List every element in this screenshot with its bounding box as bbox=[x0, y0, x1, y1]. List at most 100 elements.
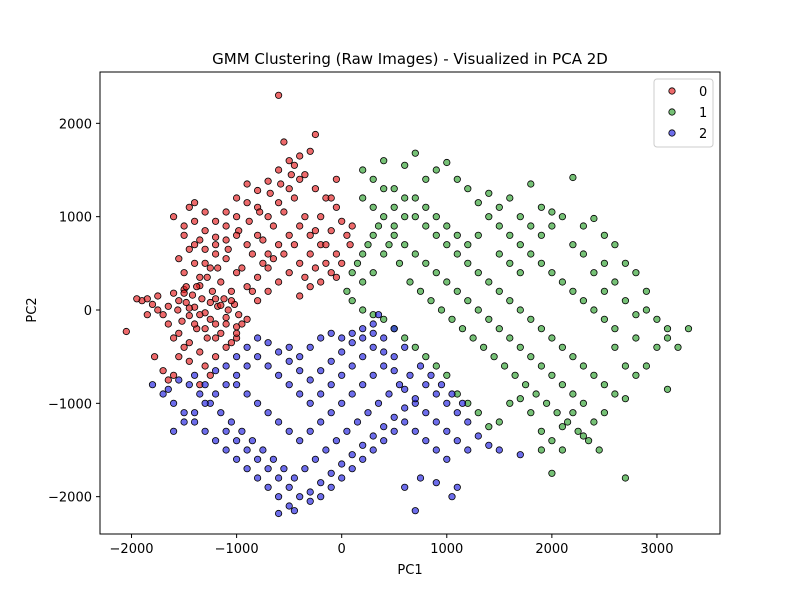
point-0-146 bbox=[266, 189, 274, 197]
point-2-151 bbox=[285, 357, 293, 365]
point-2-164 bbox=[422, 381, 430, 389]
point-0-40 bbox=[164, 376, 172, 384]
point-2-58 bbox=[332, 437, 340, 445]
point-1-118 bbox=[590, 306, 598, 314]
point-1-78 bbox=[579, 362, 588, 370]
point-0-31 bbox=[170, 334, 178, 342]
point-2-111 bbox=[296, 353, 304, 361]
point-0-48 bbox=[233, 213, 241, 221]
point-0-3 bbox=[154, 292, 162, 300]
point-0-164 bbox=[259, 259, 267, 267]
point-0-72 bbox=[254, 297, 262, 305]
point-2-135 bbox=[380, 437, 388, 445]
legend-label-1: 1 bbox=[699, 106, 707, 121]
point-2-160 bbox=[380, 348, 388, 356]
point-0-134 bbox=[164, 320, 172, 328]
point-2-165 bbox=[432, 390, 440, 398]
point-1-108 bbox=[569, 390, 577, 398]
point-0-85 bbox=[227, 287, 235, 295]
point-2-163 bbox=[411, 395, 419, 403]
point-2-115 bbox=[212, 390, 220, 398]
point-1-148 bbox=[427, 297, 435, 305]
point-1-122 bbox=[548, 269, 556, 277]
point-0-99 bbox=[306, 283, 314, 291]
point-2-72 bbox=[243, 390, 251, 398]
point-0-151 bbox=[206, 315, 214, 323]
point-0-16 bbox=[198, 295, 206, 303]
point-1-161 bbox=[563, 418, 572, 426]
point-2-161 bbox=[390, 367, 398, 375]
point-1-120 bbox=[569, 287, 577, 295]
point-2-144 bbox=[212, 367, 220, 375]
point-1-30 bbox=[674, 343, 682, 351]
point-2-152 bbox=[296, 367, 304, 375]
point-1-21 bbox=[579, 222, 588, 230]
point-1-24 bbox=[611, 241, 619, 249]
point-1-46 bbox=[432, 362, 440, 370]
x-tick-label-5: 3000 bbox=[640, 542, 673, 557]
point-0-152 bbox=[196, 311, 204, 319]
point-2-33 bbox=[495, 446, 503, 454]
point-2-28 bbox=[443, 427, 451, 435]
point-1-165 bbox=[548, 208, 556, 216]
point-2-24 bbox=[401, 404, 409, 412]
point-1-155 bbox=[500, 362, 509, 370]
point-0-136 bbox=[143, 311, 151, 319]
point-1-163 bbox=[584, 437, 593, 445]
point-0-38 bbox=[201, 362, 209, 370]
point-1-27 bbox=[642, 287, 651, 295]
point-0-77 bbox=[201, 227, 209, 235]
point-0-142 bbox=[224, 245, 232, 253]
point-2-84 bbox=[369, 371, 377, 379]
point-0-140 bbox=[203, 273, 211, 281]
point-1-67 bbox=[464, 259, 472, 267]
point-0-104 bbox=[264, 213, 272, 221]
point-2-76 bbox=[285, 427, 293, 435]
point-1-125 bbox=[516, 241, 524, 249]
point-2-134 bbox=[369, 446, 377, 454]
point-1-137 bbox=[390, 231, 398, 239]
point-1-13 bbox=[495, 203, 503, 211]
point-0-138 bbox=[182, 283, 190, 291]
y-tick-label-0: −2000 bbox=[48, 491, 92, 506]
point-1-153 bbox=[479, 343, 488, 351]
point-1-54 bbox=[348, 297, 356, 305]
point-0-163 bbox=[254, 273, 262, 281]
point-1-168 bbox=[516, 269, 524, 277]
point-2-65 bbox=[406, 371, 414, 379]
point-2-127 bbox=[296, 493, 304, 501]
point-1-15 bbox=[516, 213, 524, 221]
point-2-35 bbox=[411, 507, 419, 515]
point-2-89 bbox=[264, 362, 272, 370]
point-1-112 bbox=[642, 362, 651, 370]
point-1-68 bbox=[474, 269, 482, 277]
point-0-145 bbox=[256, 208, 264, 216]
point-2-113 bbox=[233, 371, 241, 379]
point-1-28 bbox=[653, 315, 661, 323]
point-2-126 bbox=[285, 483, 293, 491]
point-0-80 bbox=[185, 245, 193, 253]
point-0-63 bbox=[332, 203, 340, 211]
point-2-91 bbox=[285, 381, 293, 389]
point-2-146 bbox=[233, 353, 241, 361]
point-1-100 bbox=[485, 315, 493, 323]
point-1-77 bbox=[569, 353, 577, 361]
x-axis-label: PC1 bbox=[397, 563, 422, 578]
point-2-120 bbox=[222, 427, 230, 435]
point-2-62 bbox=[374, 399, 383, 407]
point-0-123 bbox=[346, 241, 354, 249]
point-2-154 bbox=[317, 367, 325, 375]
point-2-145 bbox=[222, 362, 230, 370]
point-2-20 bbox=[359, 441, 367, 449]
point-0-76 bbox=[212, 241, 220, 249]
point-2-103 bbox=[317, 334, 325, 342]
point-2-92 bbox=[296, 390, 304, 398]
point-2-100 bbox=[380, 334, 388, 342]
point-0-71 bbox=[264, 287, 272, 295]
x-tick-label-1: −1000 bbox=[215, 542, 259, 557]
point-2-22 bbox=[380, 423, 388, 431]
point-1-17 bbox=[537, 203, 546, 211]
point-0-5 bbox=[164, 302, 172, 310]
point-1-167 bbox=[527, 222, 535, 230]
point-0-61 bbox=[311, 185, 319, 193]
